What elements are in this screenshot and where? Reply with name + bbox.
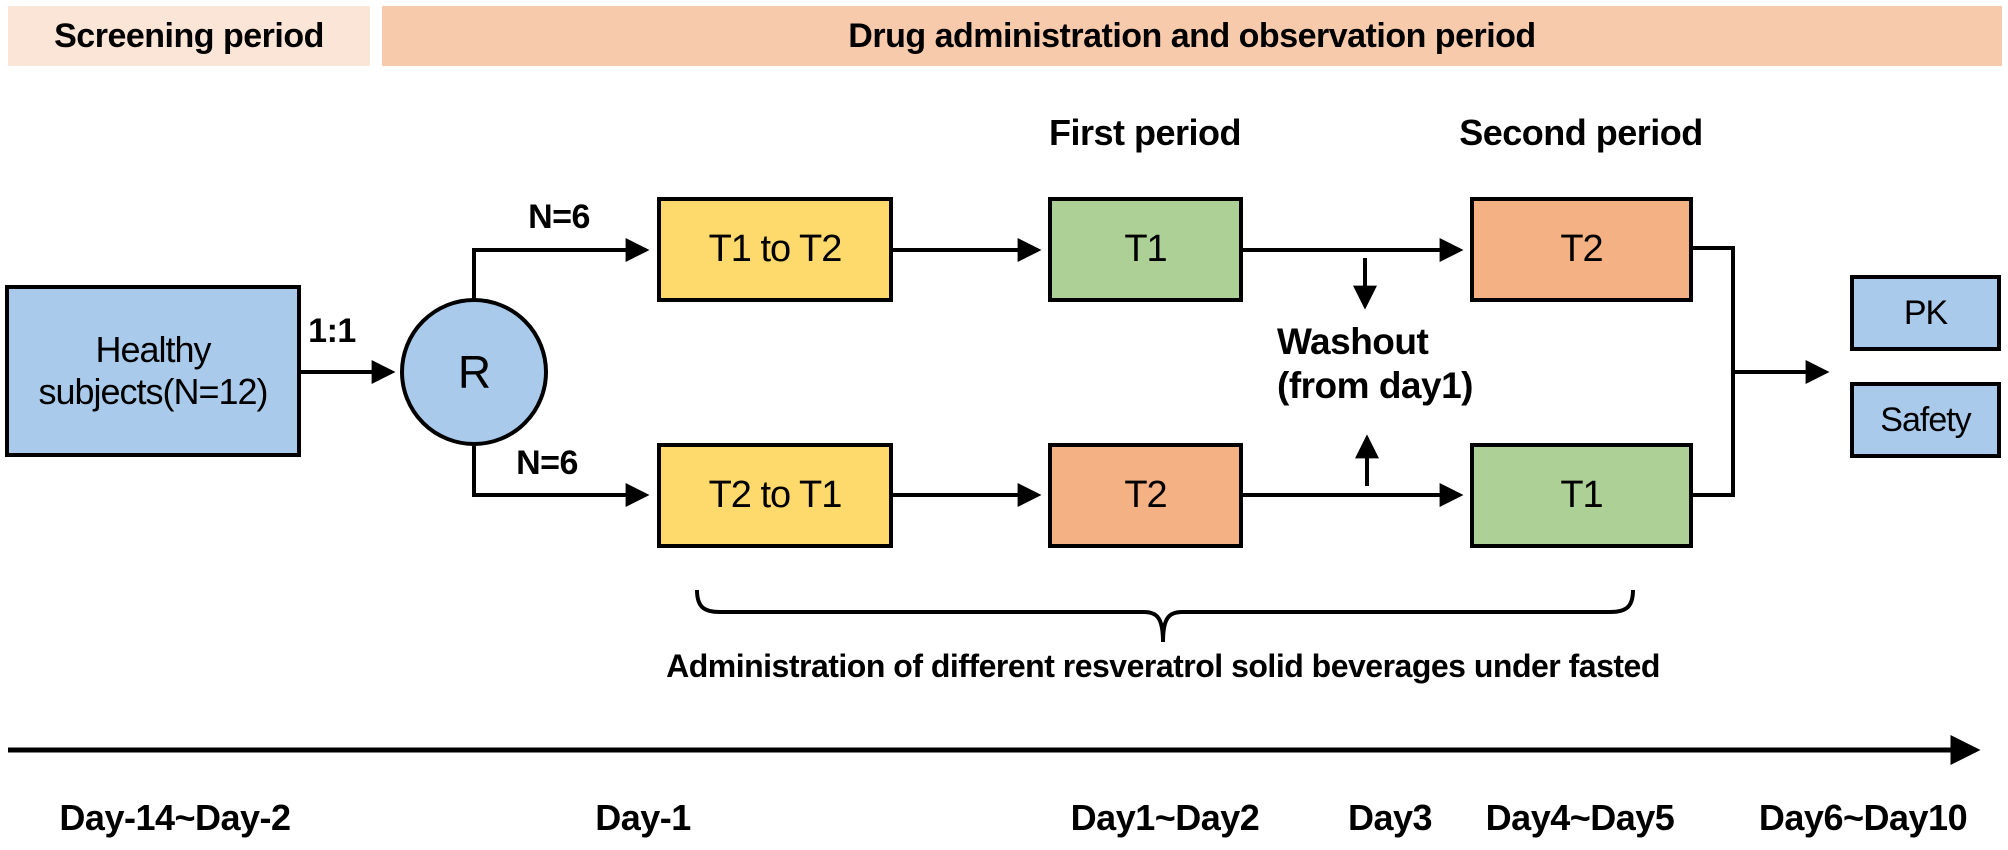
merge-connector	[1693, 246, 1735, 497]
first-period-top-treatment-box: T1	[1048, 197, 1243, 302]
bottom-sequence-label: T2 to T1	[708, 474, 843, 516]
first-period-label: First period	[1048, 112, 1242, 153]
administration-caption: Administration of different resveratrol …	[666, 648, 1660, 684]
bottom-sequence-box: T2 to T1	[657, 443, 893, 548]
randomization-letter: R	[457, 346, 491, 398]
ratio-label: 1:1	[308, 312, 356, 350]
arrow-randomization-to-bottom-sequence	[472, 446, 650, 507]
healthy-subjects-box: Healthy subjects(N=12)	[5, 285, 301, 457]
top-arm-n-label: N=6	[528, 198, 590, 236]
second-period-top-treatment-box: T2	[1470, 197, 1693, 302]
washout-label: Washout (from day1)	[1277, 320, 1473, 409]
timeline-label-baseline: Day-1	[595, 797, 691, 838]
screening-period-label: Screening period	[54, 16, 324, 55]
bottom-arm-n-label: N=6	[516, 444, 578, 482]
healthy-subjects-line2: subjects(N=12)	[38, 371, 268, 412]
drug-administration-period-bar: Drug administration and observation peri…	[382, 6, 2002, 66]
second-period-bottom-treatment: T1	[1560, 474, 1603, 516]
washout-line2: (from day1)	[1277, 365, 1473, 407]
safety-outcome-box: Safety	[1850, 382, 2001, 458]
timeline-label-screening: Day-14~Day-2	[59, 797, 291, 838]
first-period-top-treatment: T1	[1124, 228, 1167, 270]
arrow-randomization-to-top-sequence	[472, 238, 650, 300]
second-period-bottom-treatment-box: T1	[1470, 443, 1693, 548]
administration-brace	[695, 589, 1635, 643]
healthy-subjects-line1: Healthy	[95, 328, 211, 370]
top-sequence-box: T1 to T2	[657, 197, 893, 302]
timeline-label-second-period: Day4~Day5	[1485, 797, 1675, 838]
second-period-label: Second period	[1459, 112, 1703, 153]
pk-label: PK	[1903, 293, 1948, 332]
timeline-label-first-period: Day1~Day2	[1070, 797, 1260, 838]
drug-administration-period-label: Drug administration and observation peri…	[848, 16, 1536, 55]
first-period-bottom-treatment: T2	[1124, 474, 1167, 516]
first-period-bottom-treatment-box: T2	[1048, 443, 1243, 548]
timeline-label-followup: Day6~Day10	[1758, 797, 1968, 838]
second-period-top-treatment: T2	[1560, 228, 1603, 270]
pk-outcome-box: PK	[1850, 275, 2001, 351]
top-sequence-label: T1 to T2	[708, 228, 843, 270]
washout-line1: Washout	[1277, 321, 1429, 362]
screening-period-bar: Screening period	[8, 6, 370, 66]
safety-label: Safety	[1880, 400, 1971, 439]
timeline-label-washout: Day3	[1347, 797, 1433, 838]
randomization-circle: R	[400, 298, 548, 446]
